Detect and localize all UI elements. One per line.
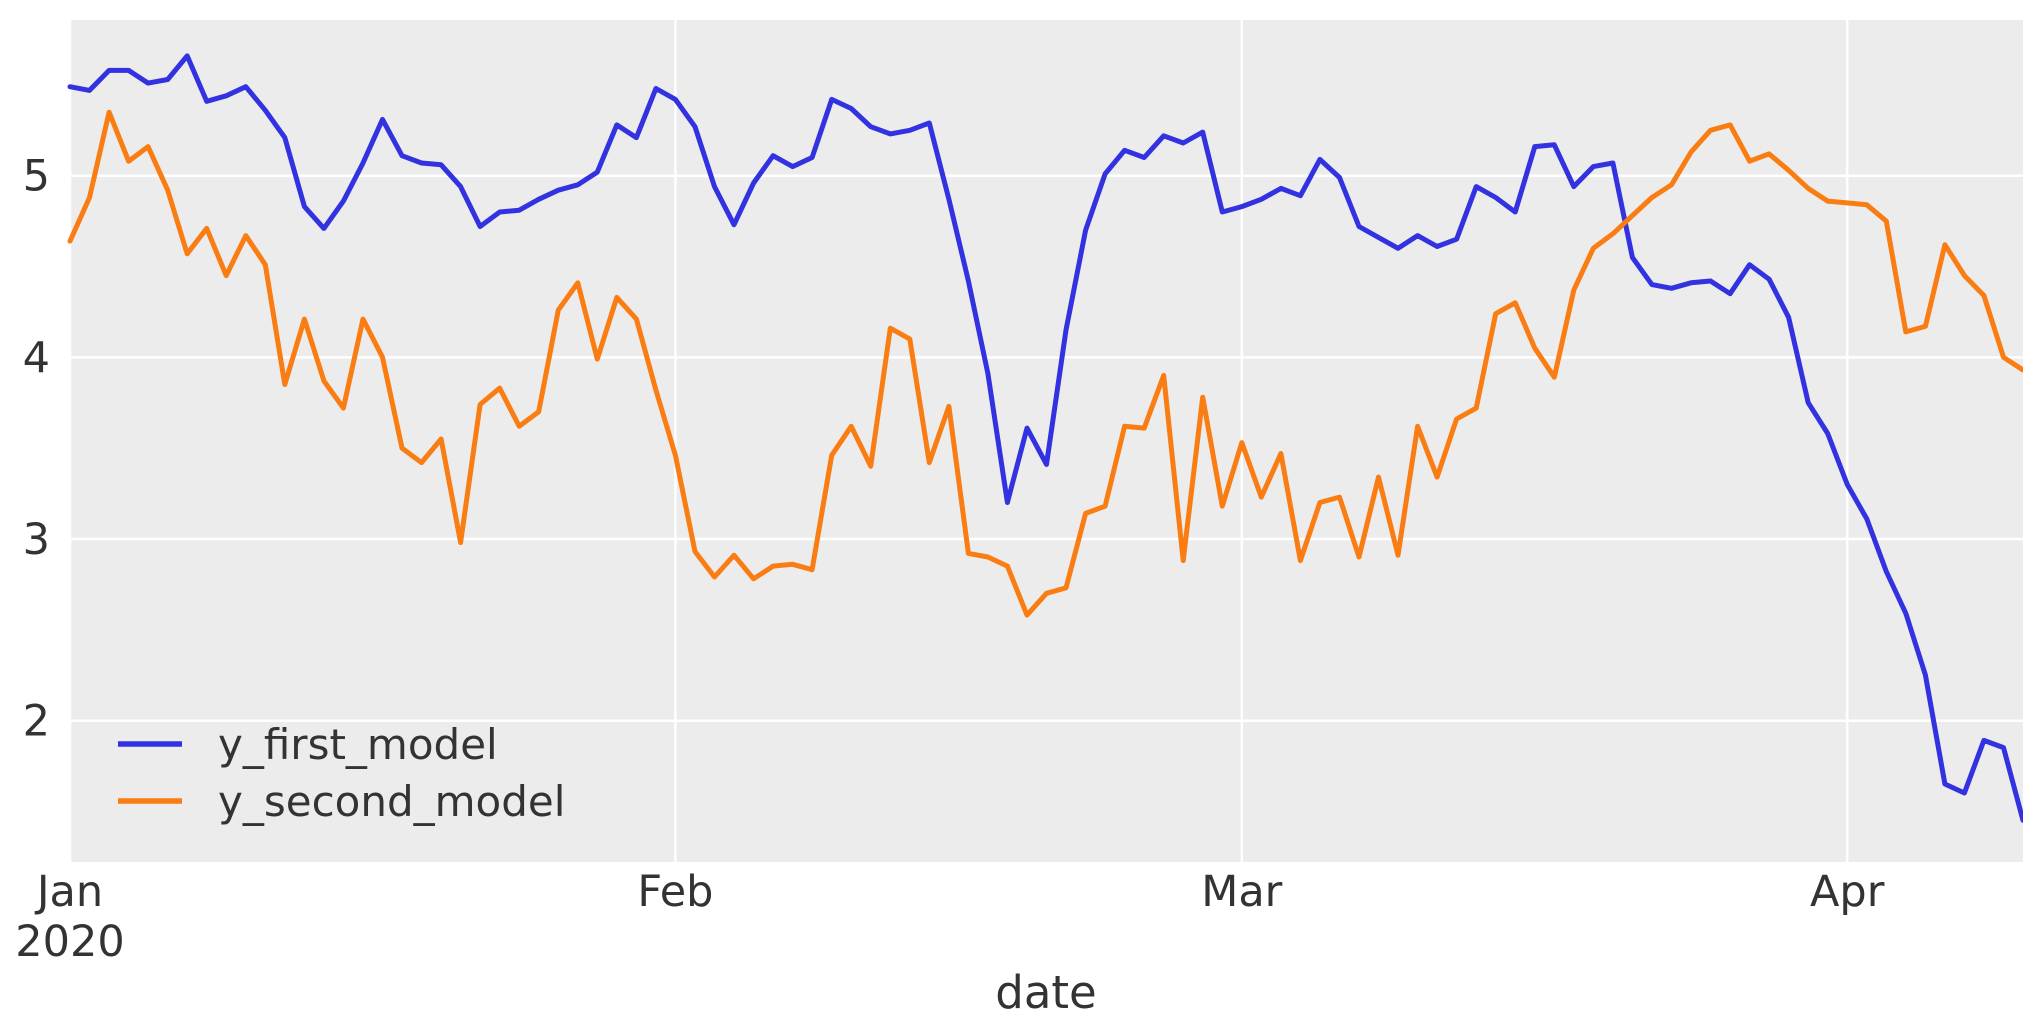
x-tick-year-2020: 2020	[15, 917, 124, 967]
legend-label-y-second-model: y_second_model	[218, 777, 565, 826]
y-tick-4: 4	[23, 333, 50, 383]
legend: y_first_model y_second_model	[118, 720, 565, 826]
x-tick-mar: Mar	[1201, 867, 1282, 917]
line-y-second-model	[67, 109, 2023, 618]
y-gridlines	[70, 174, 2023, 722]
line-y-first-model	[67, 53, 2023, 823]
y-tick-3: 3	[23, 515, 50, 565]
y-tick-5: 5	[23, 152, 50, 202]
legend-item-y-second-model: y_second_model	[118, 777, 565, 826]
y-tick-2: 2	[23, 697, 50, 747]
x-axis-tick-labels: Jan 2020 Feb Mar Apr	[15, 867, 1884, 967]
legend-item-y-first-model: y_first_model	[118, 720, 498, 769]
x-tick-feb: Feb	[637, 867, 713, 917]
y-axis-tick-labels: 5 4 3 2	[23, 152, 50, 747]
x-axis-title: date	[995, 966, 1096, 1019]
legend-label-y-first-model: y_first_model	[218, 720, 498, 769]
x-tick-jan: Jan	[34, 867, 103, 917]
x-tick-apr: Apr	[1810, 867, 1885, 917]
